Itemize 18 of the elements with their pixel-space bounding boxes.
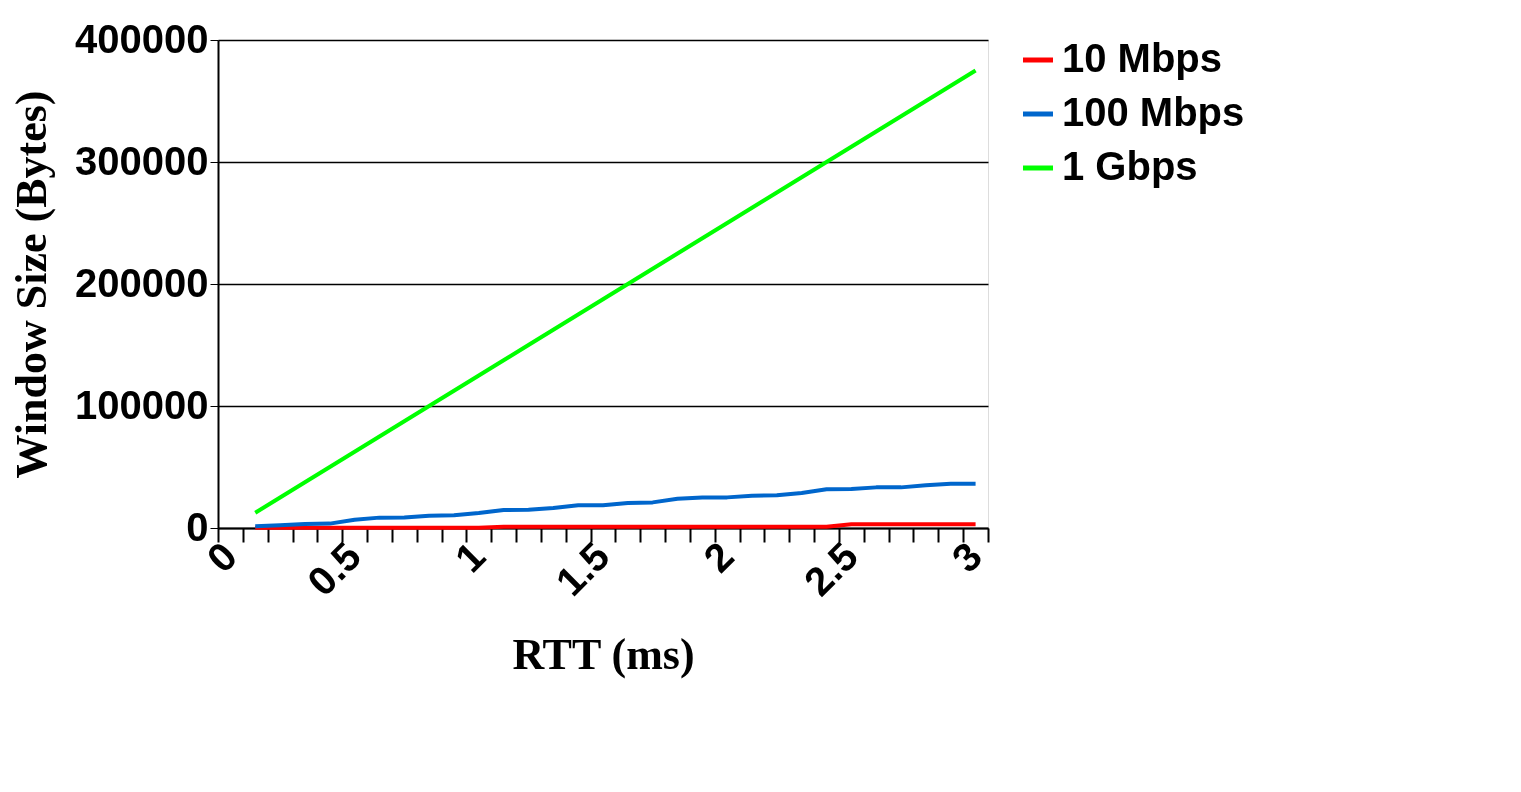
line-series <box>253 481 978 529</box>
y-tick-label: 300000 <box>75 138 209 183</box>
legend-label: 10 Mbps <box>1062 36 1223 80</box>
x-tick-label: 1 <box>446 533 494 581</box>
legend-label: 1 Gbps <box>1062 144 1198 188</box>
y-tick-label: 100000 <box>75 382 209 427</box>
x-tick-label: 2 <box>694 533 742 581</box>
line-series <box>253 68 978 515</box>
x-tick-label: 1.5 <box>547 533 618 604</box>
x-tick-label: 3 <box>943 533 991 581</box>
y-tick-label: 400000 <box>75 16 209 61</box>
legend-label: 100 Mbps <box>1062 90 1245 134</box>
x-axis-title: RTT (ms) <box>512 629 695 679</box>
y-tick-label: 0 <box>186 504 209 549</box>
x-tick-label: 0.5 <box>298 533 370 604</box>
y-axis-title: Window Size (Bytes) <box>7 90 57 479</box>
y-tick-label: 200000 <box>75 260 209 305</box>
x-tick-label: 2.5 <box>795 533 867 604</box>
